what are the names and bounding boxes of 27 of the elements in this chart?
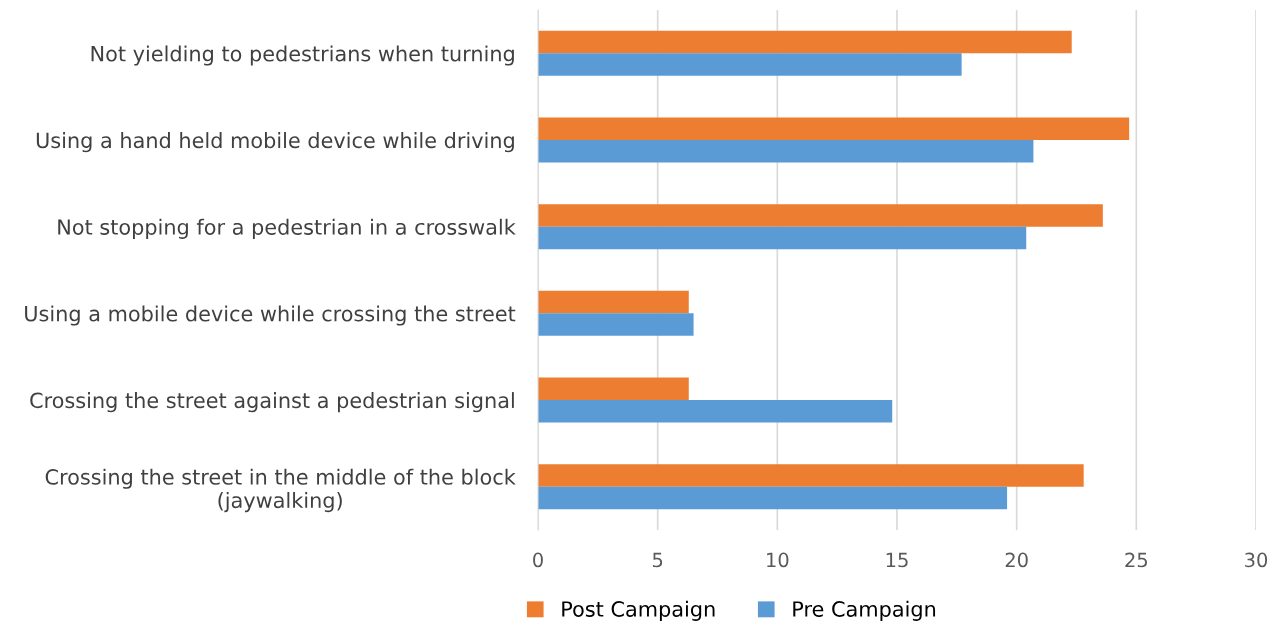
bar	[538, 486, 1008, 510]
legend-label: Post Campaign	[562, 600, 715, 621]
y-tick-label: Not yielding to pedestrians when turning	[91, 45, 514, 66]
bar	[538, 464, 1084, 487]
y-tick-label: Using a mobile device while crossing the street	[25, 305, 516, 326]
y-tick-label: Crossing the street in the middle of the block (jaywalking)	[45, 468, 516, 513]
bar	[538, 30, 1072, 54]
y-tick-label: Not stopping for a pedestrian in a crosswalk	[58, 218, 516, 239]
x-tick-label: 0	[533, 552, 543, 568]
legend-label: Pre Campaign	[793, 600, 936, 621]
bar	[538, 117, 1130, 140]
x-tick-label: 5	[652, 552, 663, 568]
x-tick-label: 30	[1245, 552, 1268, 568]
bar	[538, 290, 689, 314]
x-tick-label: 15	[886, 552, 908, 568]
bar	[538, 53, 962, 76]
x-tick-label: 25	[1125, 552, 1148, 568]
bar	[538, 400, 893, 423]
bar	[538, 140, 1034, 163]
bar	[538, 204, 1103, 227]
bar	[538, 313, 694, 336]
y-tick-label: Crossing the street against a pedestrian signal	[30, 392, 514, 413]
x-tick-label: 10	[767, 552, 789, 568]
x-tick-label: 20	[1005, 552, 1028, 568]
bar	[538, 377, 689, 400]
bar	[538, 226, 1027, 250]
y-tick-label: Using a hand held mobile device while driving	[36, 132, 514, 153]
